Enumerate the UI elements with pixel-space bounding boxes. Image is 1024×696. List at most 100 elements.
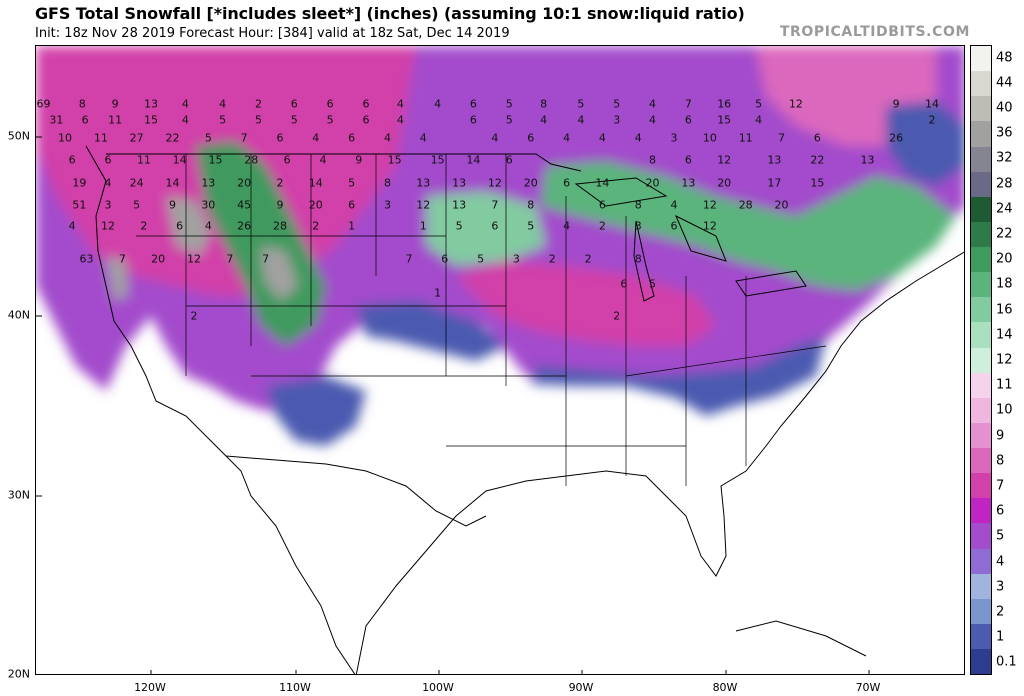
snowfall-value-label: 6 — [68, 153, 76, 167]
snowfall-value-label: 4 — [181, 97, 189, 111]
snowfall-value-label: 14 — [165, 176, 180, 190]
snowfall-value-label: 4 — [577, 113, 585, 127]
lat-label-50n: 50N — [7, 129, 30, 143]
colorbar-label: 9 — [996, 428, 1005, 444]
colorbar-segment — [971, 473, 991, 499]
snowfall-value-label: 11 — [136, 153, 151, 167]
snowfall-value-label: 5 — [577, 97, 585, 111]
colorbar-label: 1 — [996, 629, 1005, 645]
colorbar-label: 44 — [996, 75, 1013, 91]
snowfall-value-label: 14 — [308, 176, 323, 190]
snowfall-value-label: 1 — [348, 219, 356, 233]
snowfall-value-label: 1 — [434, 286, 442, 300]
snowfall-value-label: 9 — [892, 97, 900, 111]
snowfall-value-label: 27 — [129, 131, 144, 145]
snowfall-value-label: 63 — [79, 252, 94, 266]
snowfall-value-label: 16 — [717, 97, 732, 111]
colorbar-segment — [971, 71, 991, 97]
snowfall-value-label: 8 — [383, 176, 391, 190]
snowfall-value-label: 6 — [283, 153, 291, 167]
great-lakes — [574, 177, 807, 302]
snowfall-value-label: 2 — [928, 113, 936, 127]
snowfall-value-label: 15 — [387, 153, 402, 167]
snowfall-value-label: 11 — [108, 113, 123, 127]
snowfall-value-label: 12 — [186, 252, 201, 266]
snowfall-value-label: 20 — [523, 176, 538, 190]
colorbar-segment — [971, 649, 991, 675]
colorbar-segment — [971, 397, 991, 423]
snowfall-value-label: 5 — [477, 252, 485, 266]
snowfall-value-label: 4 — [104, 176, 112, 190]
snowfall-value-label: 6 — [362, 97, 370, 111]
snowfall-value-label: 7 — [226, 252, 234, 266]
snowfall-value-label: 8 — [527, 198, 535, 212]
snowfall-value-label: 9 — [276, 198, 284, 212]
snowfall-value-label: 31 — [49, 113, 64, 127]
snowfall-value-label: 20 — [308, 198, 323, 212]
colorbar-label: 20 — [996, 251, 1013, 267]
snowfall-value-label: 6 — [348, 198, 356, 212]
snowfall-value-label: 4 — [396, 113, 404, 127]
snowfall-value-label: 20 — [645, 176, 660, 190]
snowfall-value-label: 4 — [219, 97, 227, 111]
snowfall-value-label: 14 — [924, 97, 939, 111]
snowfall-value-label: 12 — [416, 198, 431, 212]
colorbar-label: 22 — [996, 226, 1013, 242]
snowfall-value-label: 6 — [469, 97, 477, 111]
snowfall-map: 69 8 9 13 4 4 2 6 6 6 4 4 6 5 8 5 5 4 7 16 5 12 9 14 31 6 11 15 4 5 5 5… — [35, 45, 965, 675]
snowfall-value-label: 11 — [738, 131, 753, 145]
snowfall-value-label: 2 — [140, 219, 148, 233]
colorbar-segment — [971, 448, 991, 474]
colorbar-label: 32 — [996, 150, 1013, 166]
colorbar — [970, 45, 992, 675]
lat-label-30n: 30N — [7, 488, 30, 502]
snowfall-value-label: 4 — [563, 131, 571, 145]
snowfall-value-label: 7 — [684, 97, 692, 111]
snowfall-value-label: 7 — [491, 198, 499, 212]
snowfall-value-label: 3 — [104, 198, 112, 212]
snow-green-rockies — [196, 141, 326, 346]
colorbar-segment — [971, 272, 991, 298]
colorbar-segment — [971, 573, 991, 599]
snow-green-lakes — [541, 161, 956, 291]
colorbar-label: 36 — [996, 125, 1013, 141]
colorbar-label: 3 — [996, 579, 1005, 595]
map-canvas — [36, 46, 964, 674]
snowfall-value-label: 4 — [434, 97, 442, 111]
snowfall-value-label: 5 — [505, 97, 513, 111]
snowfall-value-label: 10 — [58, 131, 73, 145]
colorbar-segment — [971, 523, 991, 549]
map-subtitle: Init: 18z Nov 28 2019 Forecast Hour: [38… — [35, 26, 510, 41]
site-brand: TROPICALTIDBITS.COM — [779, 24, 970, 40]
state-lines — [136, 154, 827, 486]
snowfall-value-label: 6 — [563, 176, 571, 190]
snowfall-value-label: 17 — [767, 176, 782, 190]
snowfall-value-label: 5 — [326, 113, 334, 127]
snowfall-value-label: 5 — [219, 113, 227, 127]
snowfall-value-label: 4 — [319, 153, 327, 167]
snowfall-value-label: 6 — [527, 131, 535, 145]
snowfall-value-label: 7 — [778, 131, 786, 145]
colorbar-label: 28 — [996, 176, 1013, 192]
snowfall-value-label: 4 — [598, 131, 606, 145]
snowfall-value-label: 1 — [419, 219, 427, 233]
coastline-west — [85, 145, 356, 674]
snowfall-value-label: 4 — [312, 131, 320, 145]
snowfall-value-label: 2 — [312, 219, 320, 233]
lon-label-110w: 110W — [279, 681, 311, 694]
snowfall-value-label: 12 — [101, 219, 115, 233]
snowfall-value-label: 20 — [774, 198, 789, 212]
snowfall-value-label: 12 — [702, 219, 717, 233]
colorbar-segment — [971, 347, 991, 373]
colorbar-segment — [971, 372, 991, 398]
snowfall-value-label: 5 — [204, 131, 212, 145]
snowfall-value-label: 4 — [540, 113, 548, 127]
colorbar-label: 2 — [996, 604, 1005, 620]
snowfall-value-label: 69 — [36, 97, 51, 111]
lon-label-120w: 120W — [134, 681, 166, 694]
snowfall-value-label: 9 — [168, 198, 176, 212]
snowfall-value-label: 14 — [466, 153, 481, 167]
colorbar-segment — [971, 247, 991, 273]
snowfall-value-label: 9 — [111, 97, 119, 111]
colorbar-label: 0.1 — [996, 654, 1017, 670]
